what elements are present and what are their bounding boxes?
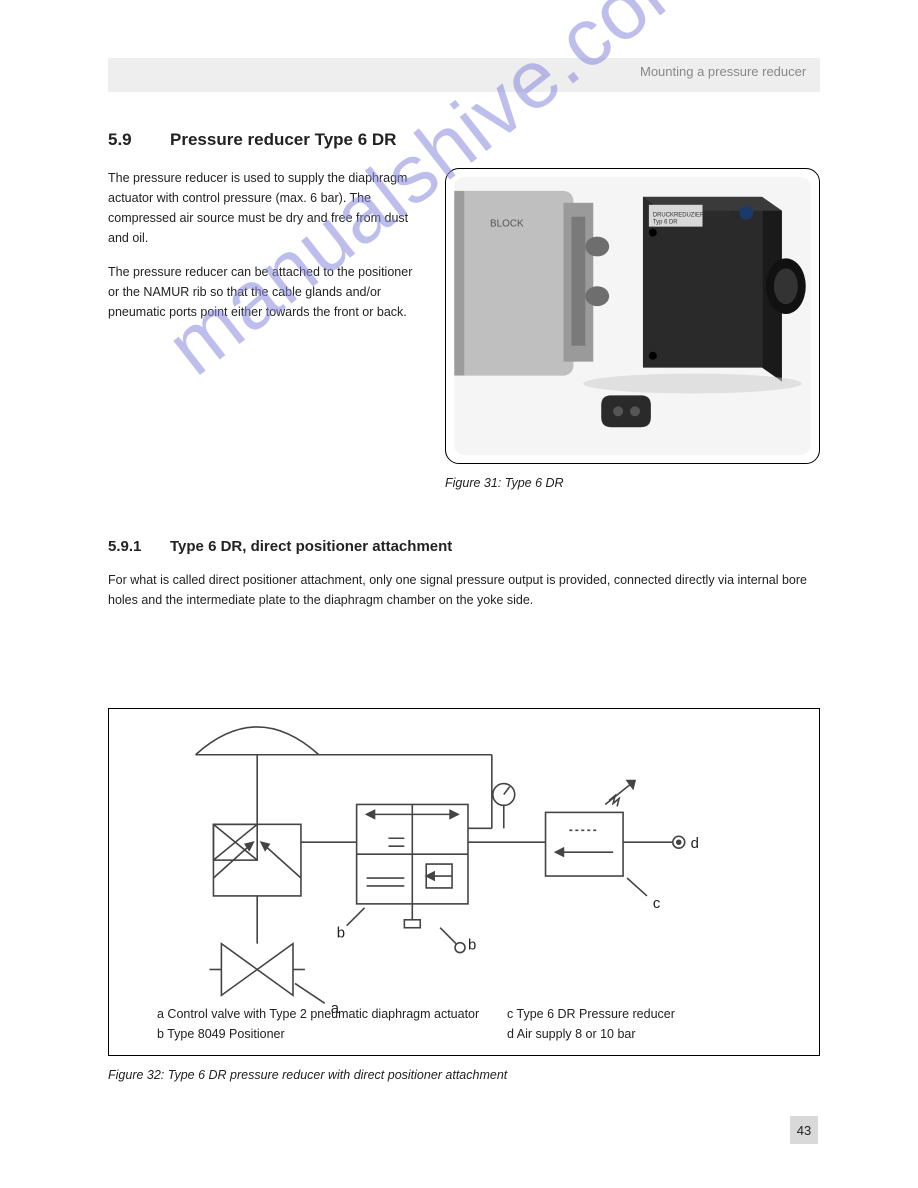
diagram-label-b2: b (468, 938, 476, 954)
page-number: 43 (790, 1116, 818, 1144)
figure-photo-frame: BLOCK DRUCKREDUZIERSTATION Typ 6 DR (445, 168, 820, 464)
section-title: Pressure reducer Type 6 DR (170, 130, 396, 150)
figure-photo: BLOCK DRUCKREDUZIERSTATION Typ 6 DR (454, 177, 811, 455)
subsection-title: Type 6 DR, direct positioner attachment (170, 538, 452, 555)
diagram-legend: a Control valve with Type 2 pneumatic di… (157, 1005, 479, 1024)
diagram-label-d: d (691, 836, 699, 852)
label-block: BLOCK (490, 219, 524, 230)
diagram-legend-right: c Type 6 DR Pressure reducer (507, 1005, 675, 1024)
diagram-label-b: b (337, 926, 345, 942)
paragraph-3: For what is called direct positioner att… (108, 570, 820, 610)
paragraph-2: The pressure reducer can be attached to … (108, 262, 418, 322)
diagram-label-c: c (653, 896, 661, 912)
body-text-block: The pressure reducer is used to supply t… (108, 168, 418, 322)
svg-text:DRUCKREDUZIERSTATION: DRUCKREDUZIERSTATION (653, 213, 729, 219)
paragraph-1: The pressure reducer is used to supply t… (108, 168, 418, 248)
header-right-text: Mounting a pressure reducer (640, 64, 806, 79)
svg-text:Typ 6 DR: Typ 6 DR (653, 220, 678, 226)
legend-d: d Air supply 8 or 10 bar (507, 1027, 636, 1041)
subsection-number: 5.9.1 (108, 538, 141, 555)
diagram-frame: a b c d b a Control valve with Type 2 pn… (108, 708, 820, 1056)
figure1-caption: Figure 31: Type 6 DR (445, 476, 564, 490)
legend-b: b Type 8049 Positioner (157, 1027, 285, 1041)
figure2-caption: Figure 32: Type 6 DR pressure reducer wi… (108, 1068, 507, 1082)
pneumatic-diagram: a b c d b (109, 709, 819, 1055)
section-number: 5.9 (108, 130, 132, 150)
legend-c: c Type 6 DR Pressure reducer (507, 1005, 675, 1024)
legend-a: a Control valve with Type 2 pneumatic di… (157, 1005, 479, 1024)
